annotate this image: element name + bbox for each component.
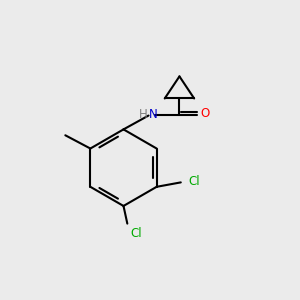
Text: N: N — [148, 108, 157, 121]
Text: H: H — [139, 108, 148, 121]
Text: O: O — [200, 107, 210, 120]
Text: Cl: Cl — [188, 175, 200, 188]
Text: Cl: Cl — [130, 227, 142, 240]
